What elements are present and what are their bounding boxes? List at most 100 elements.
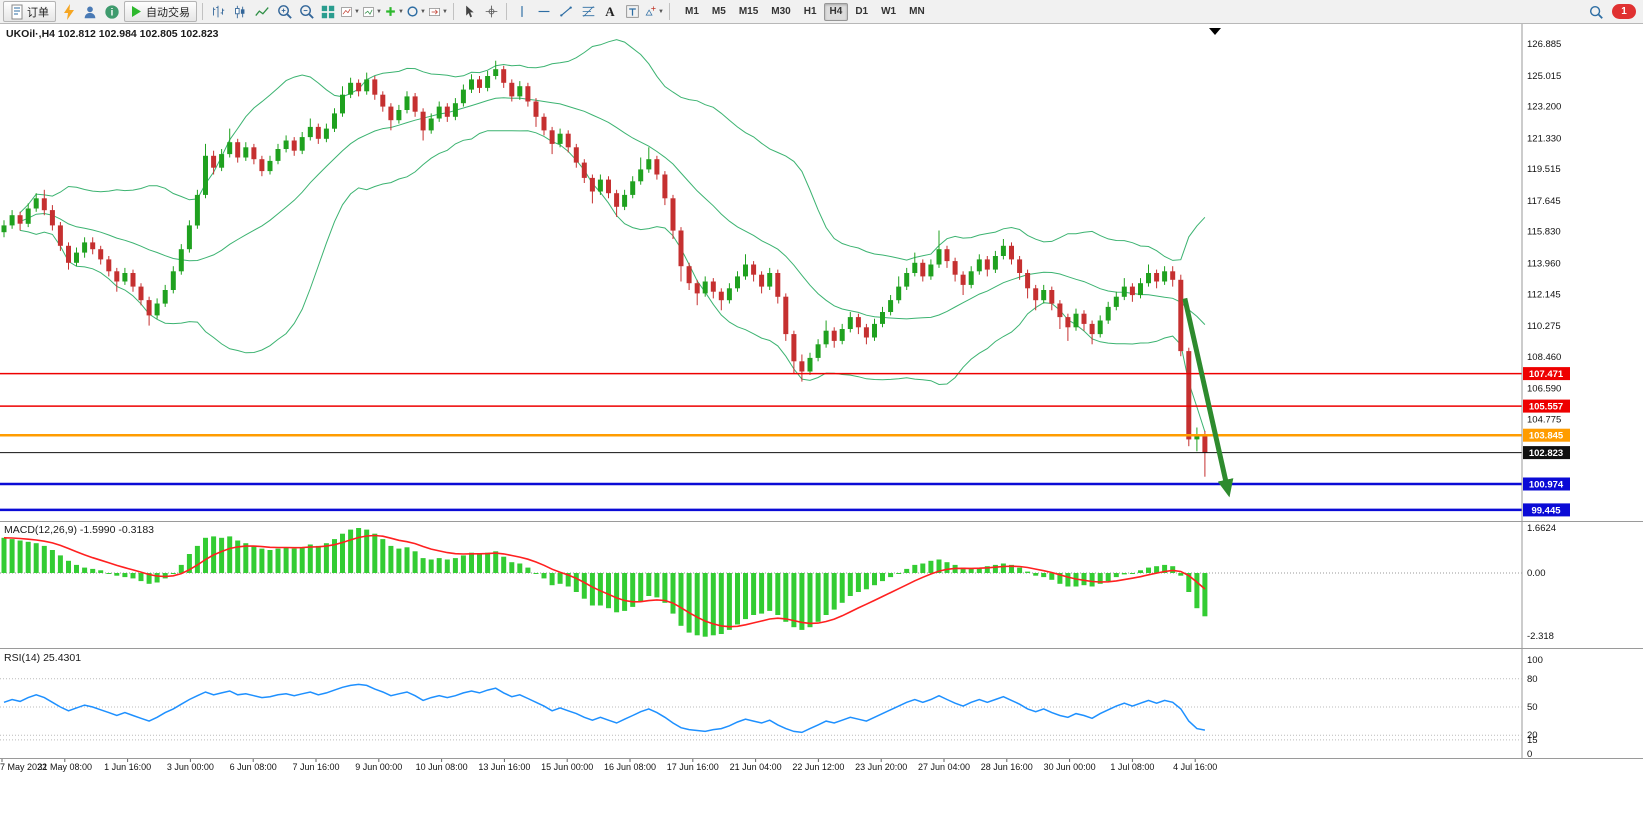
svg-text:50: 50 — [1527, 702, 1538, 713]
shapes-tool-icon[interactable]: ▼ — [644, 2, 664, 22]
search-icon[interactable] — [1586, 2, 1606, 22]
timeframe-button-w1[interactable]: W1 — [881, 5, 897, 17]
timeframe-button-m1[interactable]: M1 — [685, 5, 699, 17]
dropdown-arrow-icon: ▼ — [442, 8, 448, 15]
dropdown-arrow-icon: ▼ — [420, 8, 426, 15]
timeframe-button-m15[interactable]: M15 — [738, 5, 759, 17]
svg-text:100.974: 100.974 — [1529, 480, 1564, 491]
vertical-line-tool-icon[interactable] — [512, 2, 532, 22]
toolbar-separator — [453, 3, 454, 20]
accounts-user-icon[interactable] — [80, 2, 100, 22]
svg-text:22 Jun 12:00: 22 Jun 12:00 — [792, 762, 844, 772]
svg-text:15 Jun 00:00: 15 Jun 00:00 — [541, 762, 593, 772]
chart-shift-icon[interactable]: ▼ — [428, 2, 448, 22]
svg-text:107.471: 107.471 — [1529, 369, 1564, 380]
svg-text:7 Jun 16:00: 7 Jun 16:00 — [292, 762, 339, 772]
add-indicator-icon[interactable]: ▼ — [384, 2, 404, 22]
toolbar: 订单 i 自动交易 — [0, 0, 1643, 24]
dropdown-arrow-icon: ▼ — [398, 8, 404, 15]
rsi-label: RSI(14) 25.4301 — [4, 652, 82, 664]
price-axis[interactable]: 126.885 125.015 123.200 121.330 119.515 117.6… — [1209, 28, 1570, 517]
one-click-trading-icon[interactable] — [58, 2, 78, 22]
order-doc-icon — [11, 4, 23, 19]
svg-text:28 Jun 16:00: 28 Jun 16:00 — [981, 762, 1033, 772]
bar-chart-mode-icon[interactable] — [208, 2, 228, 22]
svg-text:3 Jun 00:00: 3 Jun 00:00 — [167, 762, 214, 772]
dropdown-arrow-icon: ▼ — [354, 8, 360, 15]
timeframe-button-mn[interactable]: MN — [909, 5, 925, 17]
cursor-icon[interactable] — [459, 2, 479, 22]
timeframe-button-d1[interactable]: D1 — [855, 5, 869, 17]
macd-label: MACD(12,26,9) -1.5990 -0.3183 — [4, 524, 154, 536]
svg-text:4 Jul 16:00: 4 Jul 16:00 — [1173, 762, 1217, 772]
text-tool-glyph: A — [605, 3, 615, 19]
tile-windows-icon[interactable] — [318, 2, 338, 22]
svg-text:10 Jun 08:00: 10 Jun 08:00 — [416, 762, 468, 772]
svg-text:1 Jul 08:00: 1 Jul 08:00 — [1110, 762, 1154, 772]
autotrade-button[interactable]: 自动交易 — [124, 1, 197, 22]
svg-text:108.460: 108.460 — [1527, 352, 1561, 363]
timeframe-button-m5[interactable]: M5 — [711, 5, 726, 17]
toolbar-right-group: 1 — [1586, 2, 1640, 22]
candlestick-mode-icon[interactable] — [230, 2, 250, 22]
toolbar-separator — [202, 3, 203, 20]
autotrade-button-label: 自动交易 — [146, 6, 190, 19]
timeframe-button-h4[interactable]: H4 — [823, 2, 849, 21]
svg-text:117.645: 117.645 — [1527, 196, 1561, 207]
svg-text:123.200: 123.200 — [1527, 102, 1561, 113]
svg-text:105.557: 105.557 — [1529, 402, 1563, 413]
svg-text:-2.318: -2.318 — [1527, 631, 1554, 642]
svg-text:27 Jun 04:00: 27 Jun 04:00 — [918, 762, 970, 772]
chart-canvas[interactable]: 126.885 125.015 123.200 121.330 119.515 117.6… — [0, 24, 1643, 814]
svg-text:115.830: 115.830 — [1527, 227, 1561, 238]
svg-text:21 Jun 04:00: 21 Jun 04:00 — [730, 762, 782, 772]
new-order-button[interactable]: 订单 — [3, 1, 56, 22]
zoom-in-icon[interactable] — [274, 2, 294, 22]
horizontal-level-lines[interactable] — [0, 372, 1522, 512]
depth-window-icon[interactable]: ▼ — [362, 2, 382, 22]
fibonacci-tool-icon[interactable] — [578, 2, 598, 22]
svg-text:0.00: 0.00 — [1527, 568, 1546, 579]
order-button-label: 订单 — [27, 6, 49, 19]
svg-text:6 Jun 08:00: 6 Jun 08:00 — [230, 762, 277, 772]
svg-text:100: 100 — [1527, 655, 1543, 666]
svg-text:113.960: 113.960 — [1527, 259, 1561, 270]
label-tool-icon[interactable] — [622, 2, 642, 22]
timeframe-button-m30[interactable]: M30 — [771, 5, 791, 17]
line-chart-mode-icon[interactable] — [252, 2, 272, 22]
svg-text:13 Jun 16:00: 13 Jun 16:00 — [478, 762, 530, 772]
objects-circle-icon[interactable]: ▼ — [406, 2, 426, 22]
zoom-out-icon[interactable] — [296, 2, 316, 22]
svg-text:30 Jun 00:00: 30 Jun 00:00 — [1044, 762, 1096, 772]
svg-text:125.015: 125.015 — [1527, 71, 1561, 82]
svg-text:20: 20 — [1527, 730, 1538, 741]
info-icon[interactable]: i — [102, 2, 122, 22]
play-icon — [132, 6, 141, 17]
svg-text:1.6624: 1.6624 — [1527, 523, 1556, 534]
svg-text:31 May 08:00: 31 May 08:00 — [38, 762, 93, 772]
notification-badge[interactable]: 1 — [1612, 4, 1636, 19]
toolbar-separator — [506, 3, 507, 20]
svg-text:104.775: 104.775 — [1527, 414, 1561, 425]
text-tool-icon[interactable]: A — [600, 2, 620, 22]
svg-text:121.330: 121.330 — [1527, 133, 1561, 144]
candlesticks — [1, 60, 1208, 477]
timeframe-button-h1[interactable]: H1 — [803, 5, 817, 17]
svg-text:103.845: 103.845 — [1529, 431, 1564, 442]
crosshair-icon[interactable] — [481, 2, 501, 22]
indicators-window-icon[interactable]: ▼ — [340, 2, 360, 22]
trendline-tool-icon[interactable] — [556, 2, 576, 22]
chart-shift-marker[interactable] — [1209, 28, 1221, 35]
panel-separators — [0, 24, 1643, 759]
svg-text:9 Jun 00:00: 9 Jun 00:00 — [355, 762, 402, 772]
svg-text:126.885: 126.885 — [1527, 39, 1561, 50]
svg-text:112.145: 112.145 — [1527, 289, 1561, 300]
svg-text:16 Jun 08:00: 16 Jun 08:00 — [604, 762, 656, 772]
svg-text:0: 0 — [1527, 749, 1532, 760]
horizontal-line-tool-icon[interactable] — [534, 2, 554, 22]
trend-arrow-annotation[interactable] — [1182, 297, 1234, 498]
svg-text:99.445: 99.445 — [1531, 505, 1561, 516]
svg-text:110.275: 110.275 — [1527, 321, 1561, 332]
svg-text:23 Jun 20:00: 23 Jun 20:00 — [855, 762, 907, 772]
